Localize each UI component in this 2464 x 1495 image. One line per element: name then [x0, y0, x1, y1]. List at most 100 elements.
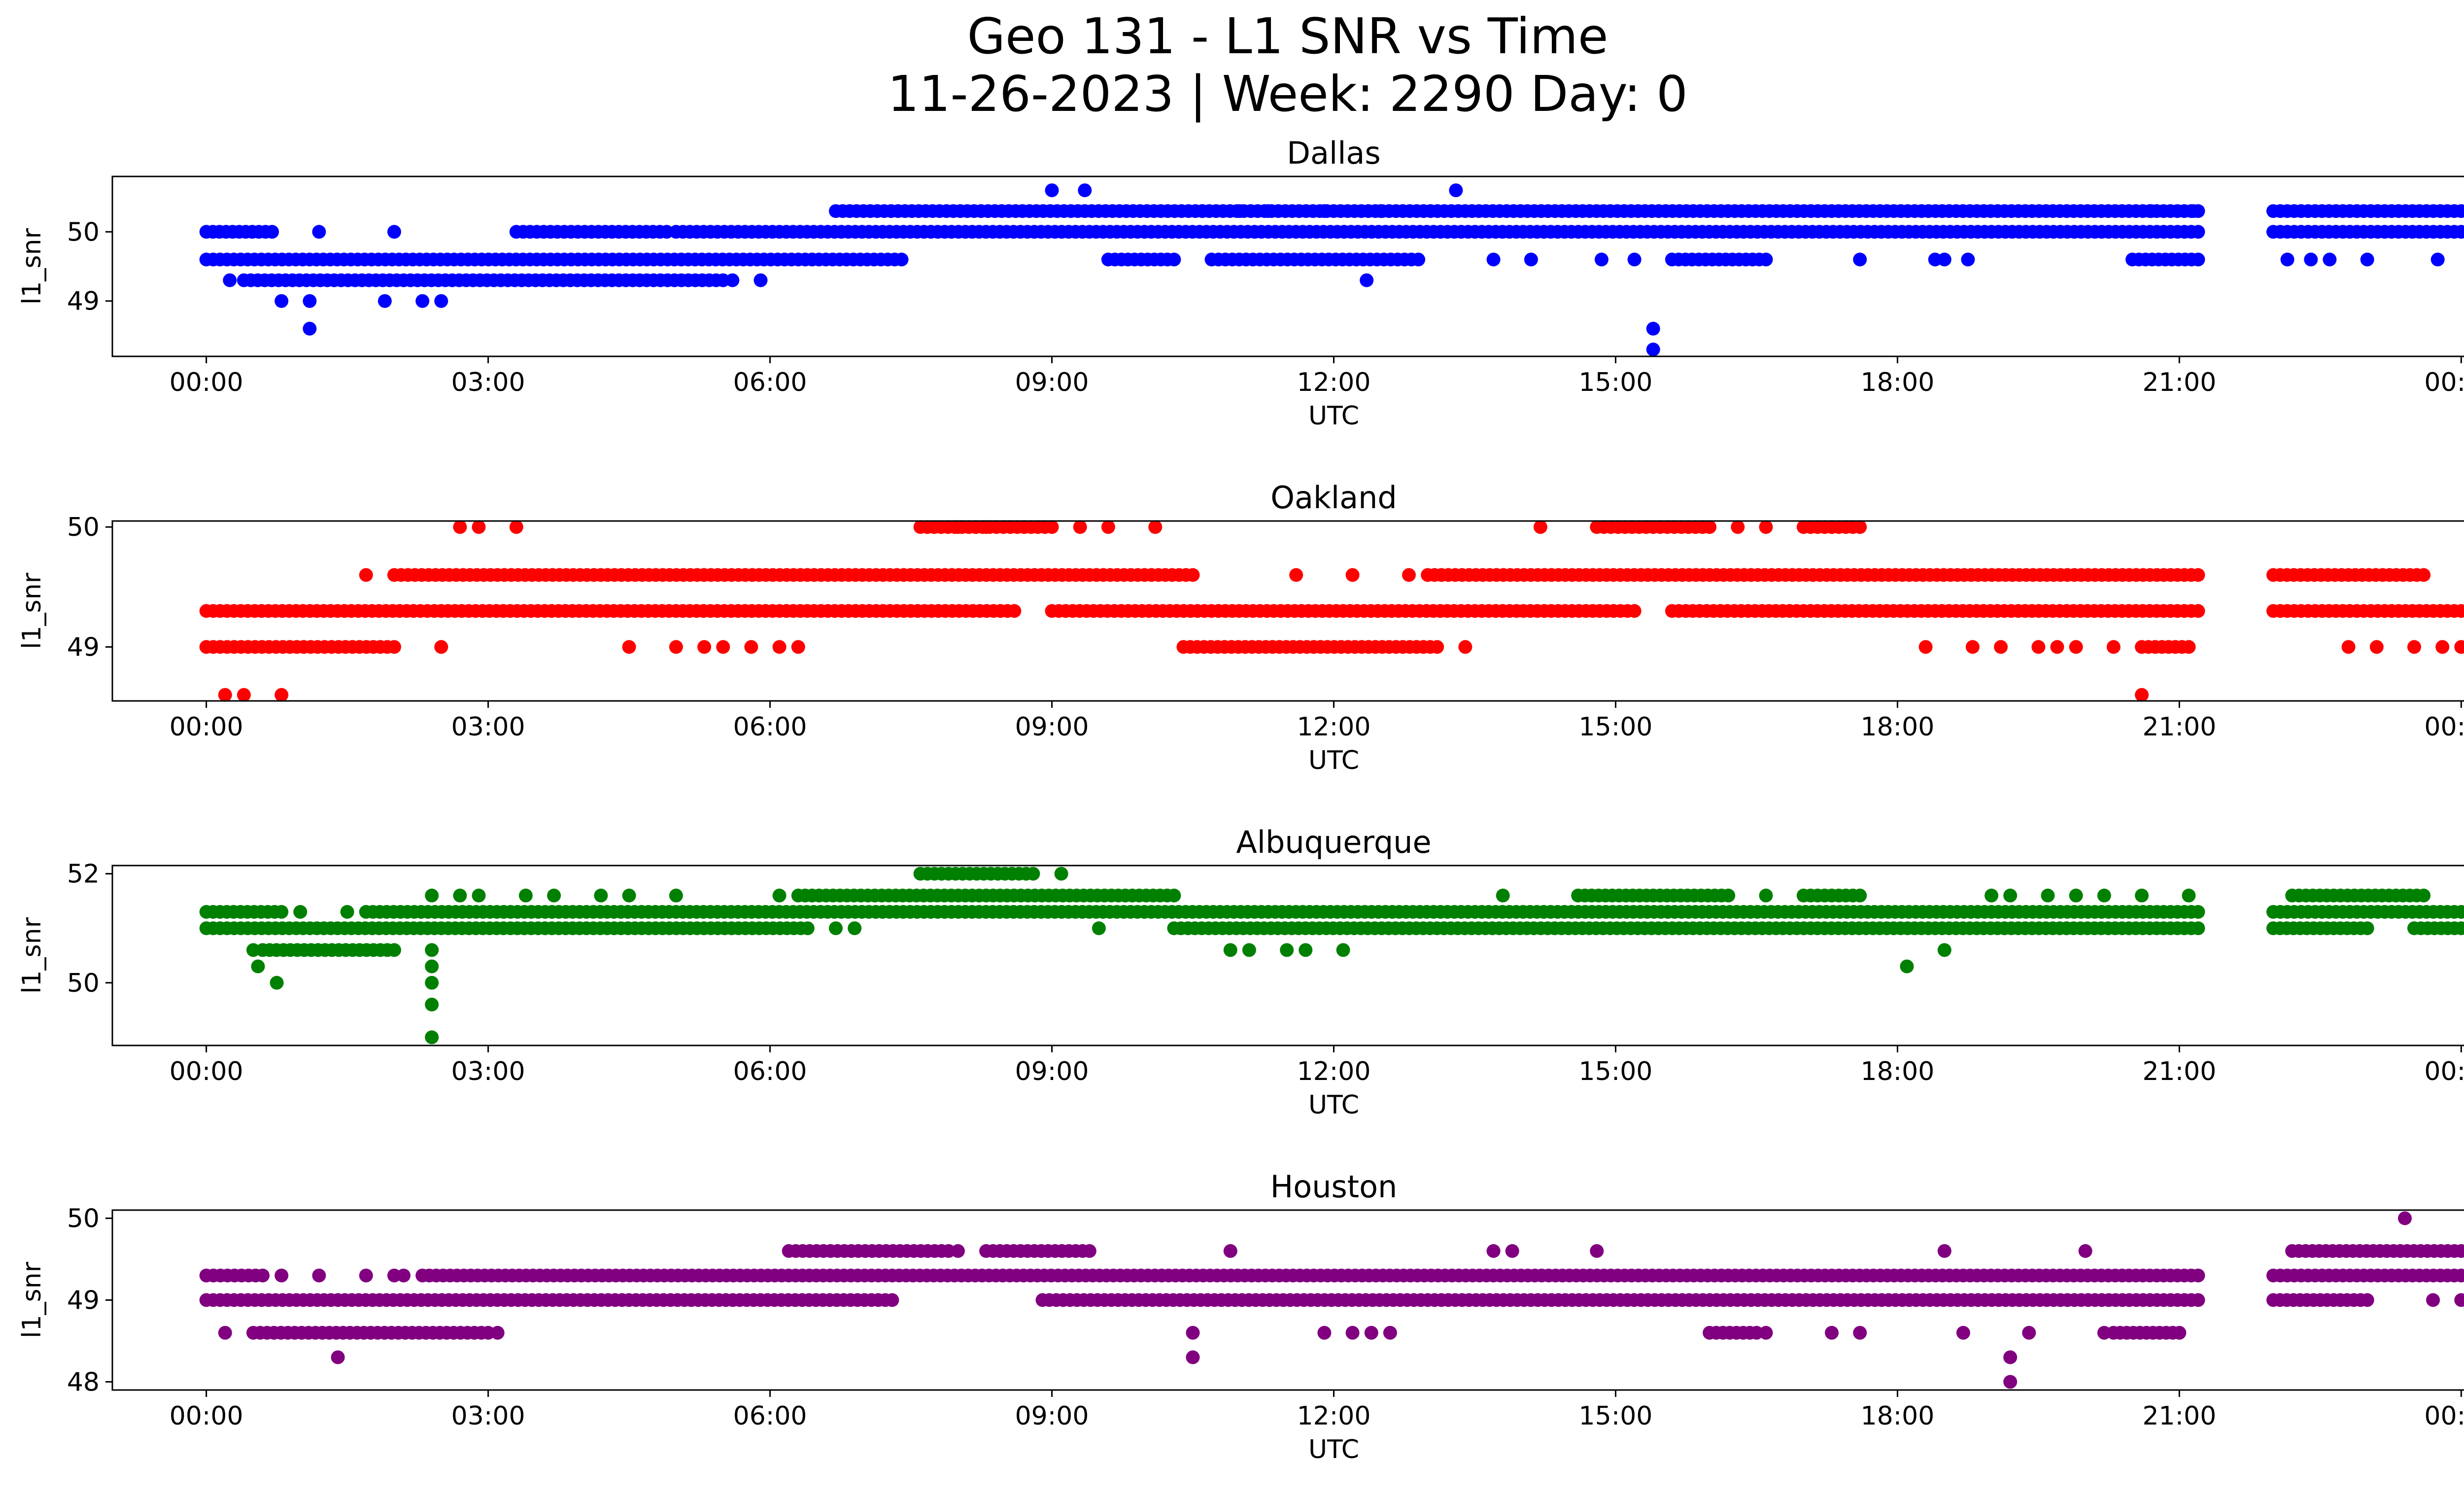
- x-tick-label: 21:00: [2142, 368, 2216, 397]
- data-point: [1731, 520, 1745, 534]
- y-tick-label: 52: [67, 860, 100, 889]
- data-point: [1223, 1244, 1237, 1258]
- data-point: [1045, 520, 1059, 534]
- data-point: [1317, 204, 1332, 218]
- x-tick-label: 18:00: [1860, 1057, 1934, 1086]
- data-point: [1026, 867, 1040, 881]
- data-point: [1186, 1325, 1200, 1340]
- data-point: [1937, 943, 1951, 957]
- x-tick-label: 18:00: [1860, 1401, 1934, 1431]
- x-tick-label: 18:00: [1860, 712, 1934, 742]
- data-point: [1825, 1325, 1839, 1340]
- data-point: [425, 1030, 439, 1044]
- data-point: [1345, 1325, 1360, 1340]
- data-point: [293, 905, 308, 919]
- data-point: [622, 640, 636, 654]
- data-point: [885, 1293, 899, 1307]
- data-point: [2454, 1244, 2464, 1258]
- data-point: [2135, 888, 2149, 903]
- data-point: [1956, 1325, 1970, 1340]
- x-tick-label: 03:00: [451, 712, 525, 742]
- data-point: [340, 905, 354, 919]
- data-point: [2144, 204, 2158, 218]
- data-point: [2360, 1293, 2374, 1307]
- data-point: [387, 640, 401, 654]
- data-point: [1646, 343, 1660, 356]
- x-tick-label: 06:00: [733, 368, 807, 397]
- x-tick-label: 00:00: [2424, 1057, 2464, 1086]
- data-point: [800, 921, 815, 936]
- x-tick-label: 06:00: [733, 1401, 807, 1431]
- data-point: [2407, 640, 2421, 654]
- data-point: [472, 888, 486, 903]
- data-point: [425, 943, 439, 957]
- data-point: [256, 1268, 270, 1283]
- data-point: [387, 943, 401, 957]
- data-point: [2191, 905, 2205, 919]
- data-point: [274, 1268, 289, 1283]
- data-point: [1045, 183, 1059, 198]
- x-axis-label-oakland: UTC: [1308, 746, 1359, 775]
- data-point: [1965, 640, 1980, 654]
- data-point: [1360, 273, 1374, 287]
- data-point: [2135, 688, 2149, 702]
- data-point: [1186, 568, 1200, 582]
- data-point: [2191, 1293, 2205, 1307]
- data-point: [2417, 568, 2431, 582]
- y-tick-label: 48: [67, 1367, 100, 1397]
- data-point: [1853, 252, 1867, 267]
- data-point: [1703, 520, 1717, 534]
- data-point: [1961, 252, 1975, 267]
- data-point: [2454, 921, 2464, 936]
- data-point: [2106, 640, 2121, 654]
- data-point: [547, 888, 561, 903]
- data-point: [2191, 1268, 2205, 1283]
- y-tick-label: 49: [67, 287, 100, 316]
- data-point: [2369, 640, 2384, 654]
- data-point: [2417, 888, 2431, 903]
- data-point: [725, 273, 740, 287]
- data-point: [312, 225, 326, 239]
- data-point: [1167, 252, 1181, 267]
- data-point: [397, 1268, 411, 1283]
- data-point: [2426, 1293, 2440, 1307]
- subplots-container: Dallas 00:00 03:00 06:00 09:00 12:00 15:00 18:0…: [17, 135, 2464, 1464]
- data-point: [359, 568, 373, 582]
- data-point: [1232, 204, 1247, 218]
- data-point: [1594, 252, 1608, 267]
- data-point: [979, 520, 993, 534]
- data-point: [359, 1268, 373, 1283]
- data-point: [2182, 640, 2196, 654]
- data-point: [1918, 640, 1933, 654]
- x-tick-label: 21:00: [2142, 712, 2216, 742]
- subplot-oakland: Oakland 00:00 03:00 06:00 09:00 12:00 15:00 18:…: [17, 480, 2464, 775]
- data-point: [2003, 1375, 2018, 1389]
- subplot-title-albuquerque: Albuquerque: [1236, 824, 1431, 860]
- data-point: [2050, 640, 2064, 654]
- data-point: [2191, 568, 2205, 582]
- figure-title-line2: 11-26-2023 | Week: 2290 Day: 0: [888, 65, 1687, 123]
- x-tick-label: 15:00: [1579, 1401, 1653, 1431]
- data-point: [218, 688, 232, 702]
- y-axis-label-houston: l1_snr: [17, 1261, 47, 1338]
- data-point: [2069, 888, 2083, 903]
- x-tick-label: 06:00: [733, 1057, 807, 1086]
- data-point: [2191, 604, 2205, 618]
- data-point: [2430, 252, 2445, 267]
- data-point: [377, 294, 392, 308]
- data-point: [1937, 1244, 1951, 1258]
- data-point: [415, 294, 430, 308]
- data-point: [2454, 1293, 2464, 1307]
- data-point: [1186, 1350, 1200, 1364]
- data-point: [1486, 1244, 1501, 1258]
- x-tick-label: 03:00: [451, 1401, 525, 1431]
- data-point: [1759, 520, 1773, 534]
- data-point: [2360, 921, 2374, 936]
- data-point: [1383, 1325, 1397, 1340]
- data-point: [237, 688, 251, 702]
- data-point: [2435, 640, 2450, 654]
- data-point: [744, 640, 758, 654]
- data-point: [1486, 252, 1501, 267]
- subplot-title-oakland: Oakland: [1270, 480, 1397, 516]
